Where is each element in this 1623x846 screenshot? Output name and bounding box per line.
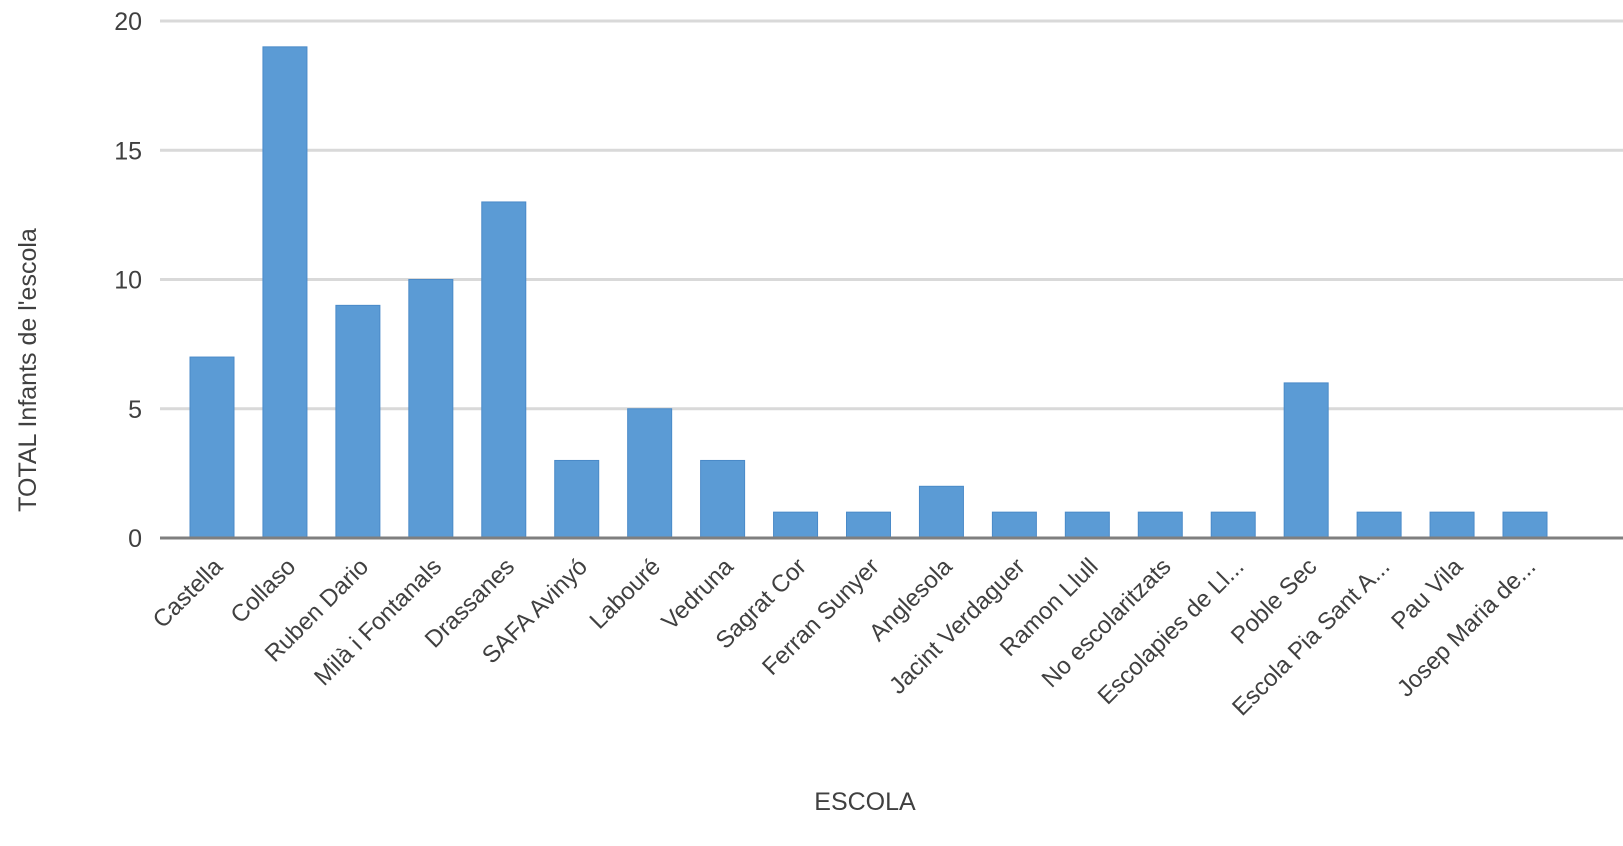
y-tick-label: 0 [128,525,142,553]
bar [627,408,673,539]
y-tick-label: 20 [114,8,142,36]
bar [1429,511,1475,539]
y-tick-label: 10 [114,267,142,295]
bar [1502,511,1548,539]
bar [846,511,891,539]
bar [700,459,746,539]
bar [554,459,600,539]
y-tick-label: 5 [128,396,142,424]
bar [1283,382,1329,539]
bars [189,46,1548,539]
x-category-label: Milà i Fontanals [309,553,447,691]
bar [1137,511,1183,539]
bar [918,485,964,539]
bar [262,46,308,539]
bar [773,511,819,539]
y-tick-label: 15 [114,137,142,165]
x-category-label: Jacint Verdaguer [884,553,1030,699]
bar [991,511,1037,539]
gridlines [160,19,1623,411]
y-tick-labels: 0 5 10 15 20 [114,8,142,553]
bar [1064,511,1110,539]
x-category-label: No escolaritzats [1037,553,1177,693]
x-category-label: Josep Maria de... [1392,553,1541,702]
x-category-label: Labouré [585,553,666,634]
x-category-label: Castella [148,553,229,634]
bar [335,304,381,539]
y-axis-title: TOTAL Infants de l'escola [14,228,42,512]
bar [1356,511,1402,539]
bar [189,356,235,539]
bar [408,279,454,539]
bar [481,201,527,539]
bar [1210,511,1256,539]
x-axis-title: ESCOLA [814,788,916,816]
